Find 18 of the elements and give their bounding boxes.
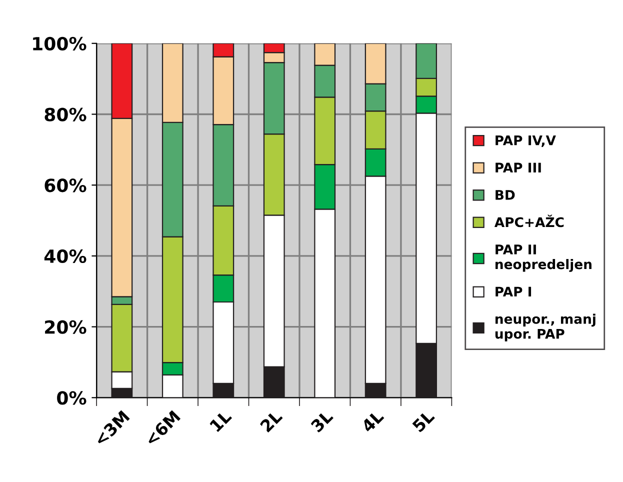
y-tick-label: 60% <box>44 178 86 192</box>
x-tick-label: 4L <box>360 409 384 433</box>
legend-label: PAP III <box>496 162 541 172</box>
legend-label: APC+AŽC <box>494 214 564 228</box>
legend-label: PAP IV,V <box>496 136 556 148</box>
legend-label: PAP I <box>496 286 532 296</box>
y-tick-label: 40% <box>44 249 86 264</box>
x-tick-label: 2L <box>260 409 283 432</box>
y-tick-label: 0% <box>57 391 86 405</box>
legend-label: neupor., manj upor. PAP <box>495 314 596 342</box>
x-tick-label: 3L <box>310 409 334 433</box>
legend-label: PAP II neopredeljen <box>496 244 592 272</box>
x-tick-label: 1L <box>209 409 232 432</box>
x-tick-label: 5L <box>412 409 436 433</box>
y-tick-label: 20% <box>45 320 86 334</box>
legend-label: BD <box>496 190 515 200</box>
y-tick-label: 100% <box>33 36 86 50</box>
y-tick-label: 80% <box>44 108 86 122</box>
